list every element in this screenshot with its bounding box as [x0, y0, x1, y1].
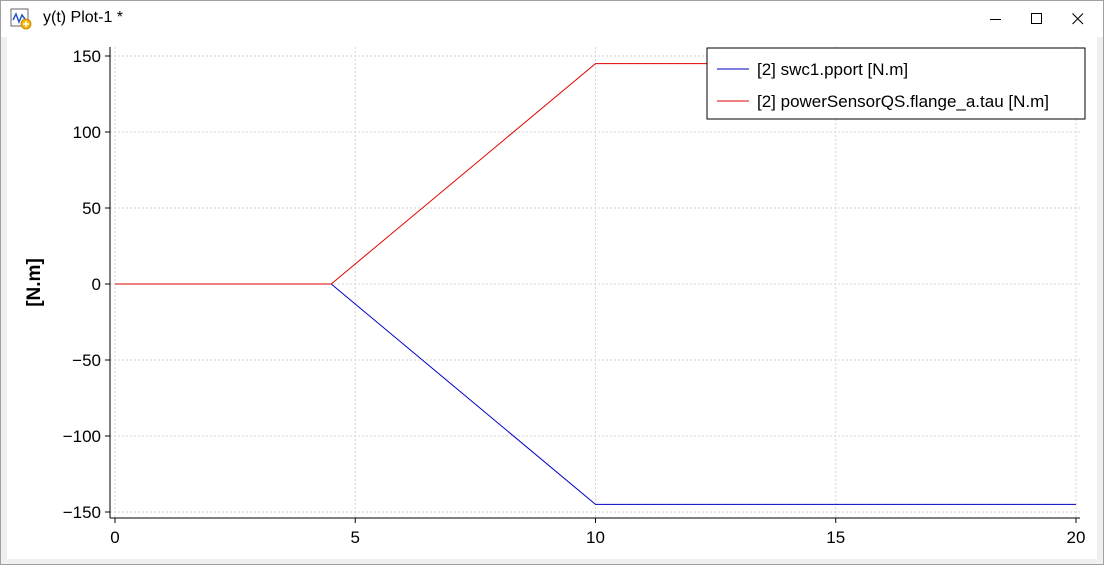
line-chart[interactable]: 0 5 10 15 20 150 100 50 0 −50 −100 −150 [N.m] [2] swc… [7, 37, 1097, 559]
legend-label-2: [2] powerSensorQS.flange_a.tau [N.m] [757, 92, 1049, 111]
y-tick-label: −100 [63, 427, 101, 446]
close-icon [1072, 13, 1084, 25]
x-tick-label: 15 [826, 528, 845, 547]
window-title: y(t) Plot-1 * [43, 9, 124, 26]
legend [706, 47, 1086, 120]
y-tick-label: −150 [63, 503, 101, 522]
y-tick-label: 150 [73, 47, 101, 66]
x-tick-label: 10 [586, 528, 605, 547]
x-tick-label: 5 [351, 528, 360, 547]
close-button[interactable] [1055, 1, 1101, 37]
maximize-button[interactable] [1014, 1, 1060, 37]
y-tick-label: −50 [72, 351, 101, 370]
minimize-icon [990, 19, 1001, 20]
x-tick-label: 20 [1067, 528, 1086, 547]
y-axis-label: [N.m] [24, 258, 45, 307]
minimize-button[interactable] [973, 1, 1019, 37]
y-tick-label: 50 [82, 199, 101, 218]
title-bar[interactable]: y(t) Plot-1 * [1, 1, 1103, 37]
maximize-icon [1031, 13, 1042, 24]
x-tick-label: 0 [110, 528, 119, 547]
y-tick-label: 100 [73, 123, 101, 142]
y-tick-label: 0 [92, 275, 101, 294]
plot-window-icon [10, 8, 32, 30]
plot-area[interactable]: 0 5 10 15 20 150 100 50 0 −50 −100 −150 [N.m] [2] swc… [7, 37, 1097, 559]
legend-label-1: [2] swc1.pport [N.m] [757, 60, 908, 79]
